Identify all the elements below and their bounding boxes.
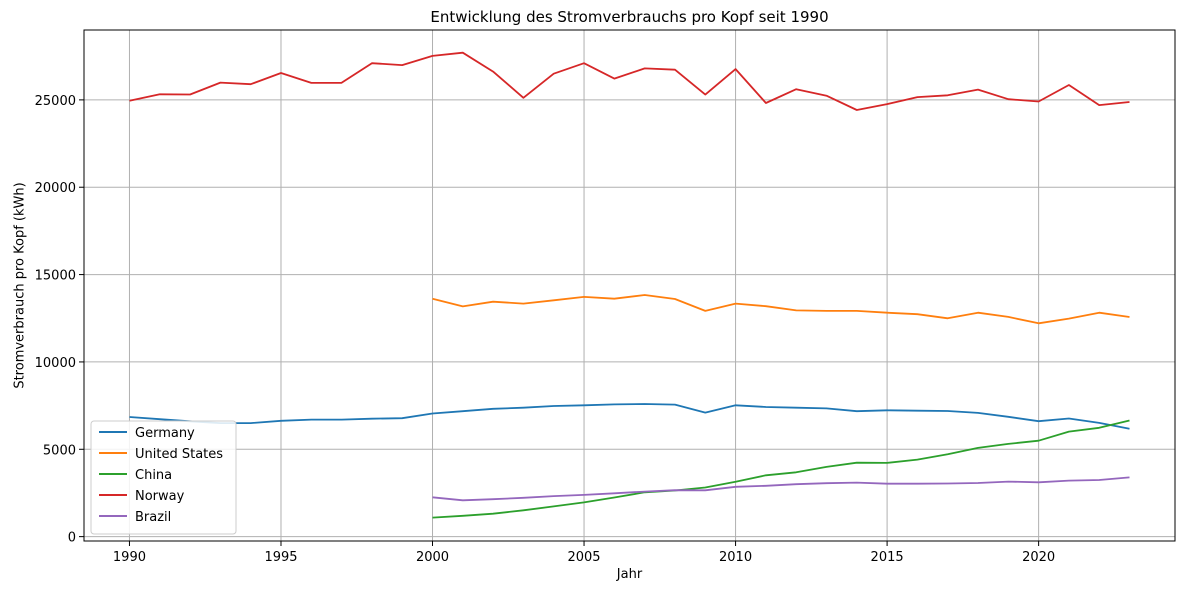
legend-label: China — [135, 468, 172, 483]
y-axis-label: Stromverbrauch pro Kopf (kWh) — [13, 182, 28, 388]
grid-lines — [84, 30, 1175, 541]
y-axis-ticks: 0 5000 10000 15000 20000 25000 — [35, 94, 84, 546]
x-axis-label: Jahr — [616, 567, 643, 582]
x-tick-label: 2015 — [871, 550, 904, 565]
y-tick-label: 10000 — [35, 356, 76, 371]
x-tick-label: 2020 — [1022, 550, 1055, 565]
series-line-norway — [129, 51, 1130, 111]
y-tick-label: 20000 — [35, 181, 76, 196]
x-tick-label: 2010 — [719, 550, 752, 565]
y-tick-label: 15000 — [35, 269, 76, 284]
legend: Germany United States China Norway Brazil — [90, 420, 237, 535]
x-axis-ticks: 1990 1995 2000 2005 2010 2015 2020 — [113, 541, 1055, 565]
series-line-brazil — [432, 476, 1130, 502]
x-tick-label: 2000 — [416, 550, 449, 565]
y-tick-label: 5000 — [43, 443, 76, 458]
series-line-germany — [129, 403, 1130, 430]
legend-label: United States — [135, 447, 223, 462]
x-tick-label: 1990 — [113, 550, 146, 565]
series-line-china — [432, 419, 1130, 519]
legend-label: Germany — [135, 426, 195, 441]
legend-box — [90, 420, 237, 535]
x-tick-label: 1995 — [264, 550, 297, 565]
plot-area-frame — [83, 29, 1176, 542]
series-line-united-states — [432, 294, 1130, 325]
legend-label: Brazil — [135, 510, 171, 525]
chart-title: Entwicklung des Stromverbrauchs pro Kopf… — [430, 8, 828, 26]
x-tick-label: 2005 — [567, 550, 600, 565]
series-lines — [129, 51, 1130, 519]
y-tick-label: 0 — [68, 531, 76, 546]
y-tick-label: 25000 — [35, 94, 76, 109]
legend-label: Norway — [135, 489, 185, 504]
